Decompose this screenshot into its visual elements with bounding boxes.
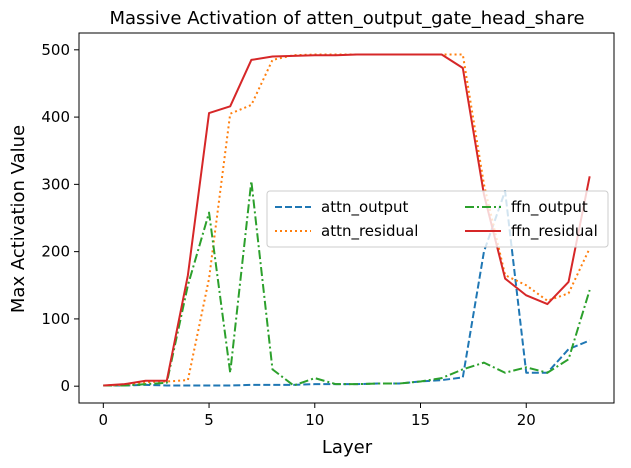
y-tick-label: 500 — [41, 41, 70, 59]
x-tick-label: 10 — [305, 411, 324, 429]
x-tick-label: 0 — [99, 411, 109, 429]
x-tick-label: 15 — [411, 411, 430, 429]
legend-box — [266, 190, 609, 248]
y-tick-label: 100 — [41, 310, 70, 328]
legend-label-attn-output: attn_output — [321, 198, 409, 217]
legend-label-ffn-output: ffn_output — [511, 198, 588, 217]
x-tick-label: 5 — [204, 411, 214, 429]
series-line-ffn-output — [103, 180, 591, 387]
y-tick-label: 0 — [60, 377, 70, 395]
x-tick-label: 20 — [517, 411, 536, 429]
x-axis-label: Layer — [322, 437, 373, 458]
legend-label-ffn-residual: ffn_residual — [511, 222, 598, 241]
legend-label-attn-residual: attn_residual — [321, 222, 418, 241]
chart-title: Massive Activation of atten_output_gate_… — [109, 8, 584, 29]
y-axis-label: Max Activation Value — [8, 125, 29, 313]
series-line-ffn-residual — [103, 53, 591, 387]
y-tick-label: 400 — [41, 108, 70, 126]
y-tick-label: 200 — [41, 243, 70, 261]
legend: attn_output attn_residual ffn_output ffn_re… — [266, 190, 609, 248]
y-tick-label: 300 — [41, 175, 70, 193]
plot-frame — [78, 32, 615, 404]
